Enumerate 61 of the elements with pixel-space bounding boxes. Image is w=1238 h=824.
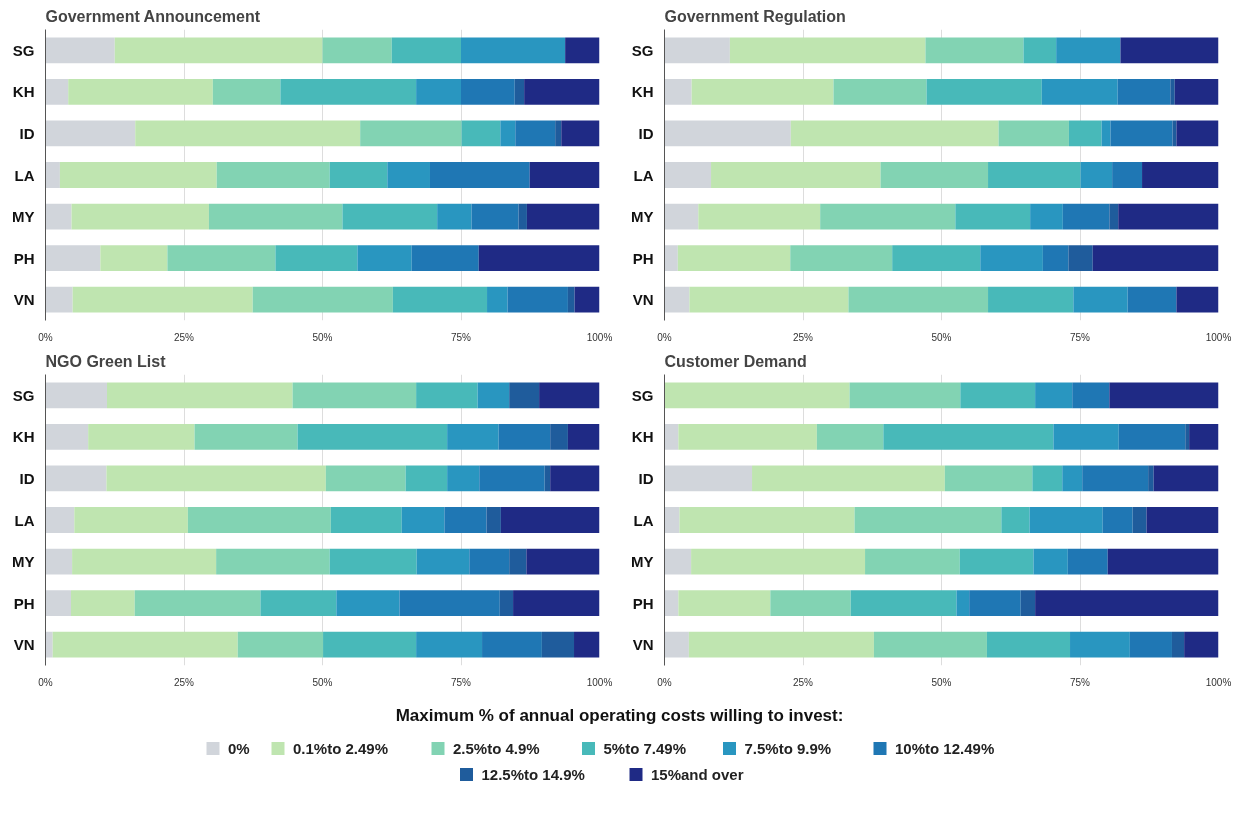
x-tick-label: 75% — [450, 676, 472, 688]
y-tick-label: PH — [13, 249, 35, 267]
x-tick-label: 50% — [931, 676, 952, 688]
y-tick-label: KH — [631, 428, 654, 446]
y-tick-label: SG — [12, 41, 35, 59]
chart-title: Government Regulation — [664, 7, 846, 25]
x-tick-label: 25% — [173, 676, 195, 688]
legend-label: 0.1%to 2.49% — [293, 740, 389, 757]
y-tick-label: ID — [638, 124, 654, 142]
x-tick-label: 50% — [931, 331, 952, 343]
x-tick-label: 50% — [312, 331, 333, 343]
legend-label: 0% — [228, 740, 250, 757]
x-tick-label: 50% — [312, 676, 333, 688]
chart-title: NGO Green List — [45, 352, 167, 370]
y-tick-label: KH — [12, 83, 35, 101]
y-tick-label: PH — [632, 594, 654, 612]
y-tick-label: ID — [638, 469, 654, 487]
y-tick-label: MY — [12, 208, 35, 226]
y-tick-label: PH — [632, 249, 654, 267]
y-tick-label: SG — [631, 386, 654, 404]
legend-label: 7.5%to 9.9% — [744, 740, 832, 757]
y-tick-label: LA — [14, 166, 35, 184]
y-tick-label: PH — [13, 594, 35, 612]
x-tick-label: 25% — [792, 676, 814, 688]
x-tick-label: 75% — [1069, 676, 1091, 688]
y-tick-label: SG — [12, 386, 35, 404]
x-tick-label: 25% — [792, 331, 814, 343]
chart-title: Customer Demand — [664, 352, 807, 370]
legend-label: 12.5%to 14.9% — [481, 766, 585, 783]
y-tick-label: SG — [631, 41, 654, 59]
y-tick-label: MY — [631, 553, 654, 571]
legend-label: 5%to 7.49% — [603, 740, 687, 757]
y-tick-label: LA — [14, 511, 35, 529]
legend-label: 10%to 12.49% — [895, 740, 995, 757]
x-tick-label: 0% — [38, 676, 53, 688]
x-tick-label: 0% — [38, 331, 53, 343]
x-tick-label: 75% — [450, 331, 472, 343]
y-tick-label: KH — [12, 428, 35, 446]
x-tick-label: 100% — [586, 676, 613, 688]
y-tick-label: LA — [633, 166, 654, 184]
legend-label: 2.5%to 4.9% — [453, 740, 540, 757]
x-tick-label: 0% — [657, 331, 672, 343]
x-tick-label: 100% — [586, 331, 613, 343]
x-tick-label: 75% — [1069, 331, 1091, 343]
y-tick-label: MY — [631, 208, 654, 226]
legend-title: Maximum % of annual operating costs willing to invest: — [395, 706, 844, 725]
y-tick-label: MY — [12, 553, 35, 571]
y-tick-label: ID — [19, 124, 35, 142]
y-tick-label: VN — [13, 636, 35, 654]
x-tick-label: 25% — [173, 331, 195, 343]
y-tick-label: LA — [633, 511, 654, 529]
x-tick-label: 100% — [1205, 676, 1232, 688]
y-tick-label: VN — [632, 636, 654, 654]
legend-label: 15%and over — [651, 766, 744, 783]
y-tick-label: VN — [13, 291, 35, 309]
x-tick-label: 0% — [657, 676, 672, 688]
x-tick-label: 100% — [1205, 331, 1232, 343]
y-tick-label: ID — [19, 469, 35, 487]
y-tick-label: VN — [632, 291, 654, 309]
y-tick-label: KH — [631, 83, 654, 101]
chart-title: Government Announcement — [45, 7, 261, 25]
